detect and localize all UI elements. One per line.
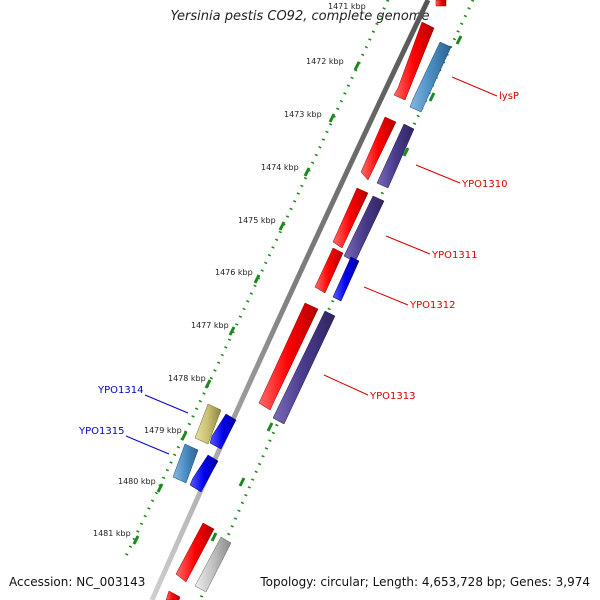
gene-arrow[interactable] <box>332 187 369 249</box>
gene-labels: lysP YPO1310 YPO1311 YPO1312 YPO1313 YPO… <box>78 91 519 437</box>
gene-arrow[interactable] <box>409 41 452 113</box>
kbp-label: 1471 kbp <box>328 2 366 11</box>
gene-arrow[interactable] <box>272 310 336 425</box>
gene-arrow[interactable] <box>172 443 199 484</box>
kbp-label: 1479 kbp <box>144 426 182 435</box>
forward-strand-genes <box>165 0 447 600</box>
genome-backbone <box>149 0 431 600</box>
kbp-labels: 1471 kbp 1472 kbp 1473 kbp 1474 kbp 1475… <box>93 2 366 538</box>
callout-lines <box>125 76 498 455</box>
kbp-label: 1474 kbp <box>261 163 299 172</box>
kbp-label: 1478 kbp <box>168 374 206 383</box>
kbp-label: 1480 kbp <box>118 477 156 486</box>
gene-arrow[interactable] <box>332 256 360 302</box>
gene-arrow[interactable] <box>194 536 232 593</box>
gene-label-YPO1313[interactable]: YPO1313 <box>369 391 415 402</box>
kbp-label: 1477 kbp <box>191 321 229 330</box>
kbp-label: 1473 kbp <box>284 110 322 119</box>
accession-text: Accession: NC_003143 <box>9 575 146 589</box>
left-genes <box>172 403 237 493</box>
gene-arrow[interactable] <box>376 123 415 189</box>
gene-arrow[interactable] <box>435 0 447 7</box>
gene-arrow[interactable] <box>194 403 222 445</box>
outer-tick-marks <box>210 35 463 542</box>
gene-arrow[interactable] <box>189 454 219 493</box>
gene-arrow[interactable] <box>360 116 397 181</box>
kbp-label: 1476 kbp <box>215 268 253 277</box>
gene-arrow[interactable] <box>314 247 344 294</box>
kbp-label: 1481 kbp <box>93 529 131 538</box>
gene-label-YPO1314[interactable]: YPO1314 <box>97 385 143 396</box>
gene-arrow[interactable] <box>393 21 435 101</box>
gene-arrow[interactable] <box>258 302 319 411</box>
gene-arrow[interactable] <box>165 590 181 600</box>
gene-label-lysP[interactable]: lysP <box>499 91 519 102</box>
inner-tick-marks <box>132 61 361 545</box>
gene-label-YPO1311[interactable]: YPO1311 <box>431 250 477 261</box>
genome-title: Yersinia pestis CO92, complete genome <box>170 9 430 24</box>
reverse-strand-genes <box>194 41 452 593</box>
kbp-label: 1475 kbp <box>238 216 276 225</box>
kbp-label: 1472 kbp <box>306 57 344 66</box>
gene-label-YPO1312[interactable]: YPO1312 <box>409 300 455 311</box>
gene-arrow[interactable] <box>175 522 215 583</box>
gene-label-YPO1310[interactable]: YPO1310 <box>461 179 507 190</box>
gene-label-YPO1315[interactable]: YPO1315 <box>78 426 124 437</box>
topology-text: Topology: circular; Length: 4,653,728 bp… <box>260 575 590 589</box>
gene-arrow[interactable] <box>209 413 237 450</box>
